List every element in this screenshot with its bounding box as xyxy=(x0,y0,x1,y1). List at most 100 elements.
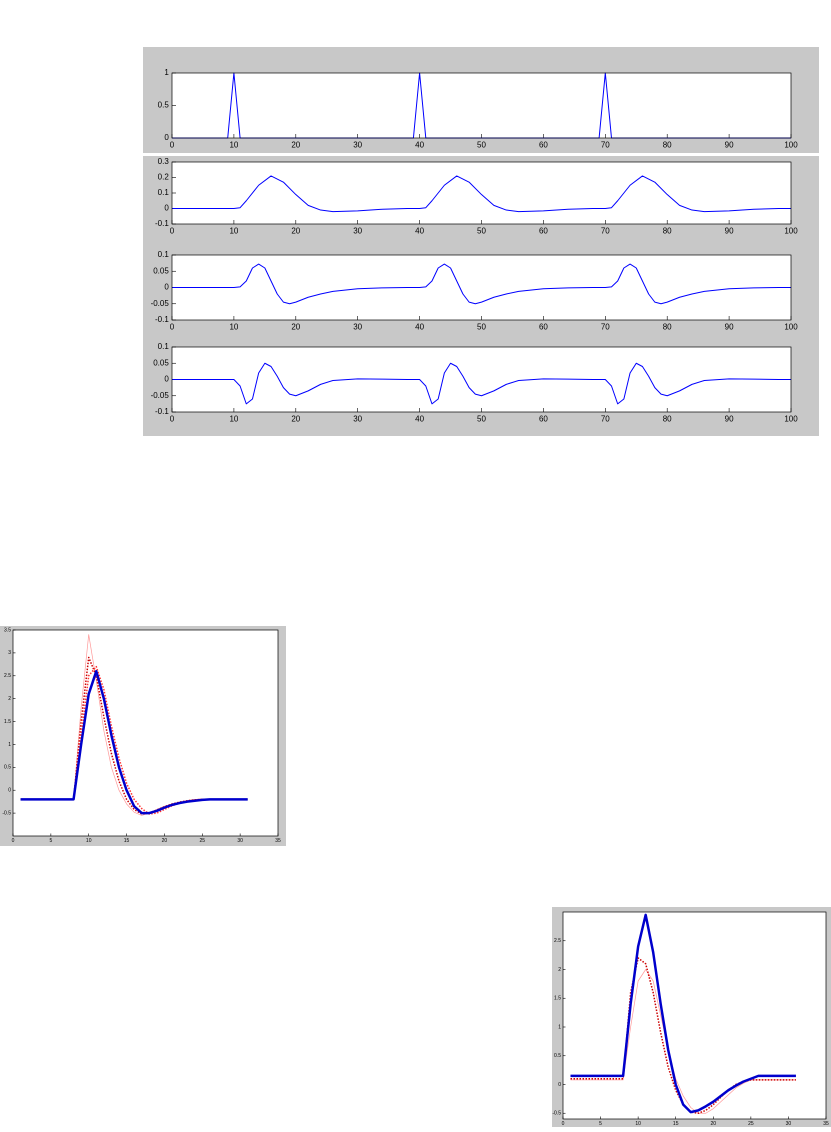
x-tick-label: 15 xyxy=(673,1121,679,1127)
axes-frame xyxy=(171,72,792,139)
y-tick-label: 2.5 xyxy=(554,938,561,944)
axes-background xyxy=(172,162,791,224)
axes-frame xyxy=(171,346,792,413)
x-tick-label: 60 xyxy=(539,140,548,149)
x-tick-label: 30 xyxy=(353,226,362,235)
data-line xyxy=(172,175,791,213)
x-tick-label: 10 xyxy=(229,226,238,235)
y-tick-label: 0.1 xyxy=(158,188,170,197)
y-tick-label: -0.1 xyxy=(155,407,169,416)
x-tick-label: 40 xyxy=(415,414,424,423)
y-tick-label: 3 xyxy=(8,650,11,656)
x-tick-label: 10 xyxy=(229,140,238,149)
y-tick-label: 0.3 xyxy=(158,157,170,166)
x-tick-label: 30 xyxy=(353,414,362,423)
axes-frame xyxy=(171,254,792,321)
x-tick-label: 5 xyxy=(599,1121,602,1127)
x-tick-label: 100 xyxy=(784,226,798,235)
x-tick-label: 20 xyxy=(711,1121,717,1127)
y-tick-label: 0 xyxy=(164,133,169,142)
x-tick-label: 100 xyxy=(784,322,798,331)
x-tick-label: 0 xyxy=(562,1121,565,1127)
x-tick-label: 90 xyxy=(725,322,734,331)
x-tick-label: 20 xyxy=(291,140,300,149)
y-tick-label: 3.5 xyxy=(4,627,11,633)
y-tick-label: 0.2 xyxy=(158,173,170,182)
y-tick-label: 0.05 xyxy=(153,266,169,275)
y-tick-label: 0 xyxy=(164,204,169,213)
x-tick-label: 10 xyxy=(86,838,92,844)
x-tick-label: 5 xyxy=(49,838,52,844)
x-tick-label: 0 xyxy=(170,226,175,235)
y-tick-label: 2.5 xyxy=(4,673,11,679)
data-line xyxy=(172,263,791,305)
x-tick-label: 90 xyxy=(725,226,734,235)
x-tick-label: 30 xyxy=(353,322,362,331)
axes-frame xyxy=(171,161,792,225)
axes-background xyxy=(172,73,791,138)
y-tick-label: -0.5 xyxy=(552,1111,561,1117)
y-tick-label: 0.05 xyxy=(153,358,169,367)
x-tick-label: 15 xyxy=(124,838,130,844)
x-tick-label: 20 xyxy=(291,322,300,331)
y-tick-label: 0.5 xyxy=(554,1053,561,1059)
data-line xyxy=(570,913,796,1114)
y-tick-label: 1.5 xyxy=(554,996,561,1002)
axes-background xyxy=(563,912,826,1119)
x-tick-label: 10 xyxy=(229,322,238,331)
x-tick-label: 60 xyxy=(539,226,548,235)
x-tick-label: 20 xyxy=(291,226,300,235)
x-tick-label: 25 xyxy=(748,1121,754,1127)
x-tick-label: 0 xyxy=(170,414,175,423)
y-tick-label: 0.5 xyxy=(4,765,11,771)
axes-background xyxy=(172,347,791,412)
y-tick-label: 0 xyxy=(164,375,169,384)
x-tick-label: 10 xyxy=(635,1121,641,1127)
y-tick-label: -0.5 xyxy=(2,810,11,816)
x-tick-label: 60 xyxy=(539,322,548,331)
x-tick-label: 100 xyxy=(784,140,798,149)
x-tick-label: 70 xyxy=(601,226,610,235)
data-line xyxy=(570,969,796,1114)
x-tick-label: 0 xyxy=(170,140,175,149)
x-tick-label: 20 xyxy=(291,414,300,423)
x-tick-label: 70 xyxy=(601,322,610,331)
x-tick-label: 90 xyxy=(725,414,734,423)
x-tick-label: 0 xyxy=(170,322,175,331)
y-tick-label: 0 xyxy=(8,788,11,794)
axes-background xyxy=(13,630,278,836)
data-line xyxy=(20,669,248,815)
x-tick-label: 90 xyxy=(725,140,734,149)
axes-frame xyxy=(12,629,279,837)
x-tick-label: 100 xyxy=(784,414,798,423)
x-tick-label: 35 xyxy=(275,838,281,844)
y-tick-label: -0.05 xyxy=(151,299,170,308)
x-tick-label: 50 xyxy=(477,322,486,331)
y-tick-label: 1.5 xyxy=(4,719,11,725)
y-tick-label: 1 xyxy=(558,1024,561,1030)
y-tick-label: 0.5 xyxy=(158,101,170,110)
x-tick-label: 40 xyxy=(415,322,424,331)
x-tick-label: 20 xyxy=(162,838,168,844)
x-tick-label: 0 xyxy=(12,838,15,844)
x-tick-label: 80 xyxy=(663,140,672,149)
y-tick-label: 2 xyxy=(558,967,561,973)
y-tick-label: 0 xyxy=(164,283,169,292)
y-tick-label: -0.1 xyxy=(155,219,169,228)
data-line xyxy=(172,362,791,405)
y-tick-label: 0.1 xyxy=(158,342,170,351)
x-tick-label: 40 xyxy=(415,226,424,235)
x-tick-label: 50 xyxy=(477,226,486,235)
x-tick-label: 30 xyxy=(353,140,362,149)
y-tick-label: -0.1 xyxy=(155,315,169,324)
y-tick-label: 1 xyxy=(8,742,11,748)
x-tick-label: 30 xyxy=(786,1121,792,1127)
x-tick-label: 80 xyxy=(663,226,672,235)
x-tick-label: 40 xyxy=(415,140,424,149)
y-tick-label: 0 xyxy=(558,1082,561,1088)
axes-background xyxy=(172,255,791,320)
y-tick-label: 0.1 xyxy=(158,250,170,259)
x-tick-label: 70 xyxy=(601,414,610,423)
